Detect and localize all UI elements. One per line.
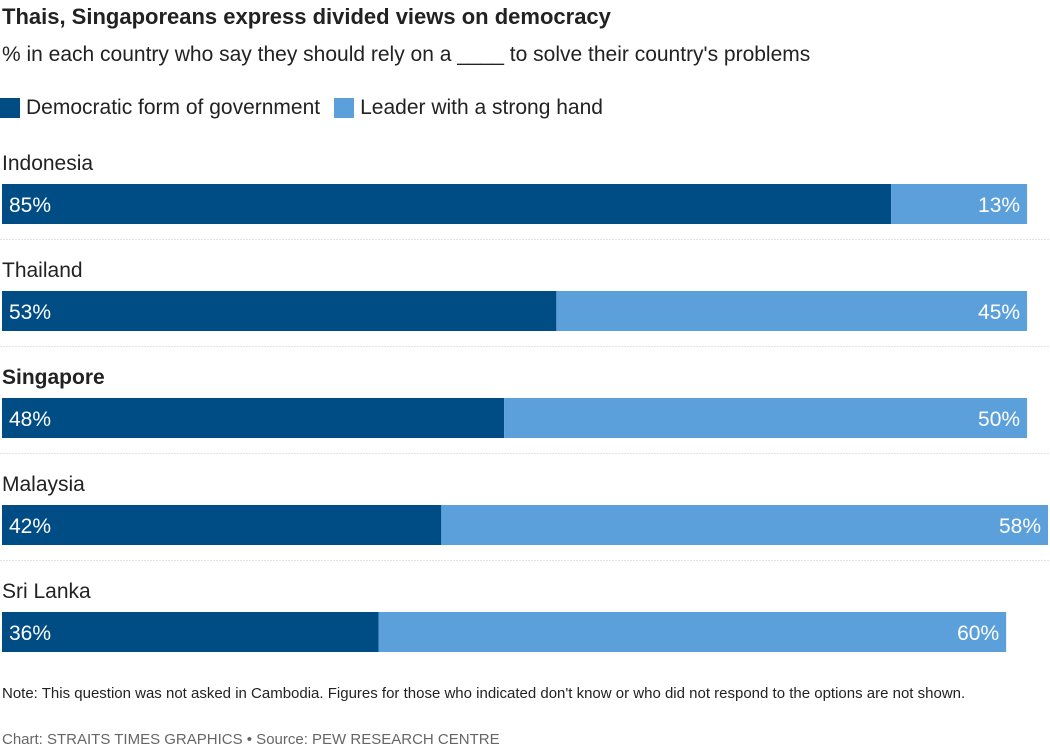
legend-label-democratic: Democratic form of government: [26, 96, 321, 119]
chart-note: Note: This question was not asked in Cam…: [2, 685, 966, 702]
data-label-sri-lanka-democratic-form-of-government: 36%: [9, 622, 51, 645]
data-label-malaysia-democratic-form-of-government: 42%: [9, 515, 51, 538]
bar-malaysia-leader-with-a-strong-hand: [441, 505, 1048, 545]
category-label-singapore: Singapore: [2, 366, 105, 389]
data-label-indonesia-leader-with-a-strong-hand: 13%: [978, 194, 1020, 217]
bar-singapore-leader-with-a-strong-hand: [504, 398, 1028, 438]
category-label-sri-lanka: Sri Lanka: [2, 580, 91, 603]
legend-swatch-democratic: [0, 98, 20, 118]
bar-malaysia-democratic-form-of-government: [2, 505, 442, 545]
category-label-thailand: Thailand: [2, 259, 83, 282]
legend-item-democratic: Democratic form of government: [0, 96, 320, 120]
data-label-thailand-leader-with-a-strong-hand: 45%: [978, 301, 1020, 324]
category-label-malaysia: Malaysia: [2, 473, 85, 496]
data-label-singapore-leader-with-a-strong-hand: 50%: [978, 408, 1020, 431]
bar-thailand-leader-with-a-strong-hand: [556, 291, 1028, 331]
data-label-indonesia-democratic-form-of-government: 85%: [9, 194, 51, 217]
bar-thailand-democratic-form-of-government: [2, 291, 557, 331]
category-label-indonesia: Indonesia: [2, 152, 93, 175]
chart-subtitle: % in each country who say they should re…: [2, 43, 811, 66]
bar-indonesia-leader-with-a-strong-hand: [891, 184, 1028, 224]
legend-swatch-strong-leader: [334, 98, 355, 118]
bar-sri-lanka-democratic-form-of-government: [2, 612, 379, 652]
data-label-malaysia-leader-with-a-strong-hand: 58%: [999, 515, 1041, 538]
legend-label-strong-leader: Leader with a strong hand: [360, 96, 603, 119]
chart-credit: Chart: STRAITS TIMES GRAPHICS • Source: …: [2, 731, 500, 748]
bar-indonesia-democratic-form-of-government: [2, 184, 892, 224]
data-label-singapore-democratic-form-of-government: 48%: [9, 408, 51, 431]
stacked-bar-chart: Indonesia 85% 13% Thailand 53% 45% Singapore 48…: [0, 152, 1050, 652]
legend: Democratic form of government Leader wit…: [0, 95, 617, 121]
chart-title: Thais, Singaporeans express divided view…: [2, 4, 611, 29]
bar-singapore-democratic-form-of-government: [2, 398, 505, 438]
data-label-sri-lanka-leader-with-a-strong-hand: 60%: [957, 622, 999, 645]
legend-item-strong-leader: Leader with a strong hand: [334, 96, 603, 120]
data-label-thailand-democratic-form-of-government: 53%: [9, 301, 51, 324]
bar-sri-lanka-leader-with-a-strong-hand: [378, 612, 1007, 652]
